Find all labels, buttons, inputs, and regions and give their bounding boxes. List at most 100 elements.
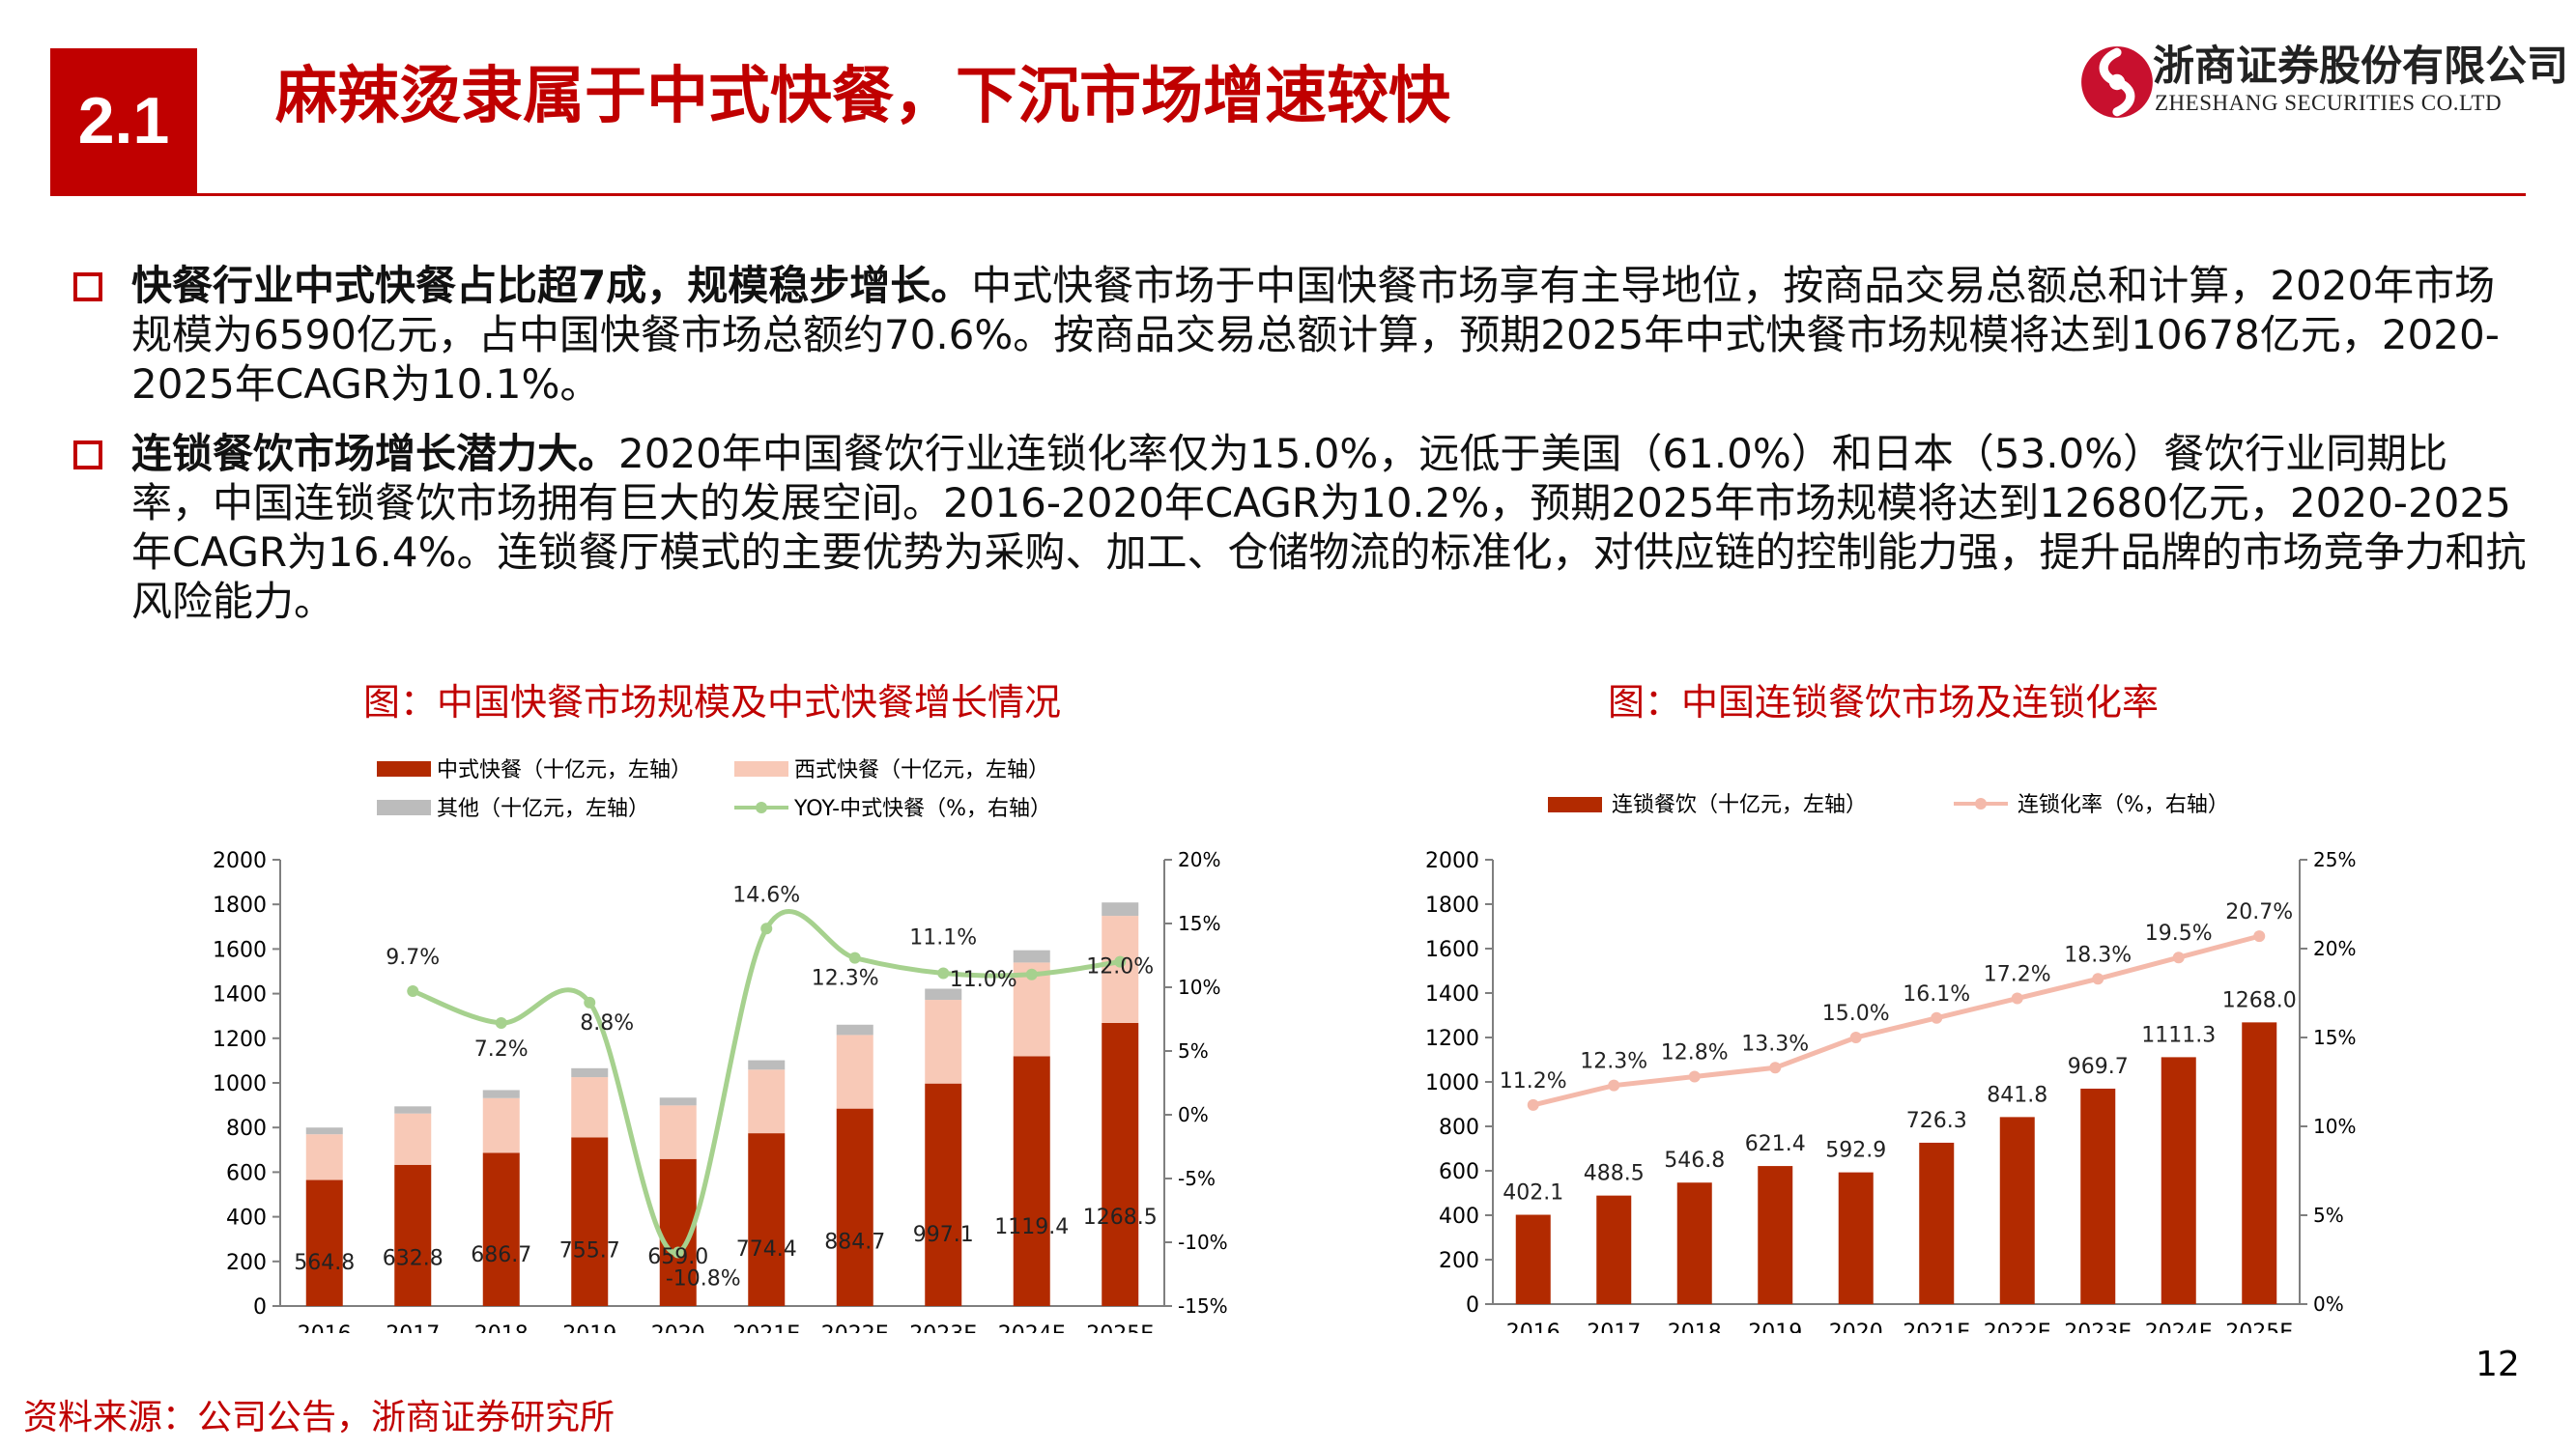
bar-value-label: 564.8	[294, 1251, 355, 1275]
bar-primary	[836, 1108, 873, 1306]
line-point	[848, 952, 861, 964]
bar-primary	[2080, 1088, 2116, 1304]
bar-primary	[925, 1083, 962, 1306]
x-tick-label: 2019	[562, 1322, 616, 1333]
yoy-value-label: 8.8%	[580, 1011, 634, 1036]
x-tick-label: 2018	[474, 1322, 529, 1333]
line-point	[1688, 1070, 1701, 1083]
bar-stack-2	[925, 988, 962, 1001]
bullet-square-icon	[73, 272, 102, 301]
yoy-value-label: 12.0%	[1086, 955, 1154, 980]
bar-stack-1	[659, 1105, 697, 1159]
bar-stack-1	[394, 1113, 432, 1165]
series-line	[1532, 933, 2260, 1108]
bar-stack-2	[305, 1127, 343, 1135]
right-tick-label: -15%	[1178, 1294, 1228, 1318]
yoy-value-label: 11.0%	[950, 968, 1017, 992]
left-tick-label: 200	[226, 1251, 267, 1275]
bar-stack-2	[571, 1067, 609, 1078]
bar-primary	[1013, 1056, 1050, 1306]
x-tick-label: 2020	[1829, 1321, 1883, 1333]
bar-primary	[748, 1133, 786, 1306]
left-tick-label: 1200	[1425, 1027, 1479, 1051]
right-tick-label: 5%	[2313, 1204, 2344, 1227]
line-point	[1608, 1079, 1620, 1092]
x-tick-label: 2017	[386, 1322, 440, 1333]
chart-title-chain-restaurant: 图：中国连锁餐饮市场及连锁化率	[1608, 681, 2160, 724]
company-logo-icon	[2081, 46, 2153, 118]
line-point	[495, 1016, 507, 1029]
rate-value-label: 16.1%	[1903, 982, 1970, 1007]
right-tick-label: 10%	[2313, 1115, 2356, 1138]
legend-swatch	[734, 761, 788, 777]
right-tick-label: 20%	[2313, 937, 2356, 960]
bar-value-label: 402.1	[1503, 1181, 1563, 1206]
yoy-value-label: 14.6%	[732, 883, 800, 907]
legend-label: 西式快餐（十亿元，左轴）	[794, 758, 1049, 782]
x-tick-label: 2022E	[821, 1322, 889, 1333]
line-point	[1769, 1062, 1782, 1074]
left-tick-label: 800	[226, 1117, 267, 1141]
bar-value-label: 755.7	[559, 1238, 620, 1263]
bar-stack-1	[748, 1069, 786, 1134]
yoy-value-label: 7.2%	[474, 1037, 529, 1062]
rate-value-label: 18.3%	[2064, 943, 2132, 967]
x-tick-label: 2021E	[1903, 1321, 1970, 1333]
bar-value-label: 1268.0	[2222, 988, 2297, 1012]
x-tick-label: 2018	[1668, 1321, 1722, 1333]
line-point	[937, 967, 950, 980]
line-point	[1527, 1098, 1539, 1111]
bar-primary	[1596, 1195, 1632, 1304]
line-point	[672, 1246, 684, 1259]
page-title: 麻辣烫隶属于中式快餐，下沉市场增速较快	[275, 61, 1450, 132]
bar-value-label: 997.1	[913, 1223, 974, 1247]
chart-title-fast-food: 图：中国快餐市场规模及中式快餐增长情况	[363, 681, 1062, 724]
bar-primary	[305, 1179, 343, 1306]
bar-stack-1	[305, 1134, 343, 1180]
yoy-value-label: -10.8%	[666, 1267, 741, 1292]
yoy-value-label: 11.1%	[909, 925, 977, 950]
left-tick-label: 600	[226, 1161, 267, 1185]
rate-value-label: 15.0%	[1822, 1002, 1890, 1026]
x-tick-label: 2023E	[909, 1322, 977, 1333]
rate-value-label: 17.2%	[1984, 963, 2051, 987]
bar-value-label: 969.7	[2068, 1055, 2129, 1079]
right-tick-label: 5%	[1178, 1039, 1209, 1063]
left-tick-label: 2000	[1425, 849, 1479, 873]
left-tick-label: 1000	[1425, 1071, 1479, 1095]
bar-stack-2	[1102, 902, 1139, 917]
bar-primary	[1838, 1172, 1874, 1304]
yoy-value-label: 12.3%	[812, 967, 879, 991]
bar-value-label: 1268.5	[1083, 1206, 1158, 1230]
bar-stack-1	[836, 1035, 873, 1109]
rate-value-label: 20.7%	[2225, 900, 2293, 924]
series-line	[412, 909, 1121, 1256]
source-note: 资料来源：公司公告，浙商证券研究所	[23, 1398, 615, 1436]
bar-value-label: 774.4	[736, 1237, 797, 1262]
line-point	[2172, 952, 2185, 964]
bullet-point: 快餐行业中式快餐占比超7成，规模稳步增长。中式快餐市场于中国快餐市场享有主导地位…	[131, 261, 2528, 409]
bar-value-label: 488.5	[1584, 1162, 1645, 1186]
left-tick-label: 400	[226, 1207, 267, 1231]
legend-label: YOY-中式快餐（%，右轴）	[793, 797, 1051, 821]
header-divider	[50, 193, 2526, 196]
fast-food-market-chart: 0 200 400 600 800 1000 1200 1400 1600 1800 2000 -15…	[213, 758, 1228, 1333]
bar-primary	[482, 1152, 520, 1306]
left-tick-label: 1800	[1425, 894, 1479, 918]
left-tick-label: 1600	[213, 938, 267, 962]
left-tick-label: 800	[1439, 1116, 1479, 1140]
x-tick-label: 2019	[1748, 1321, 1802, 1333]
right-tick-label: 20%	[1178, 848, 1220, 871]
x-tick-label: 2020	[651, 1322, 705, 1333]
bullet-square-icon	[73, 440, 102, 469]
yoy-value-label: 9.7%	[386, 946, 440, 970]
line-point	[2011, 992, 2023, 1005]
line-point	[407, 984, 419, 997]
bar-value-label: 686.7	[471, 1243, 531, 1267]
line-point	[2092, 973, 2104, 985]
legend-swatch	[377, 800, 431, 815]
line-point	[1025, 968, 1038, 980]
bullet-lead: 快餐行业中式快餐占比超7成，规模稳步增长。	[131, 262, 972, 309]
bar-stack-2	[482, 1090, 520, 1098]
right-tick-label: 0%	[1178, 1103, 1209, 1126]
